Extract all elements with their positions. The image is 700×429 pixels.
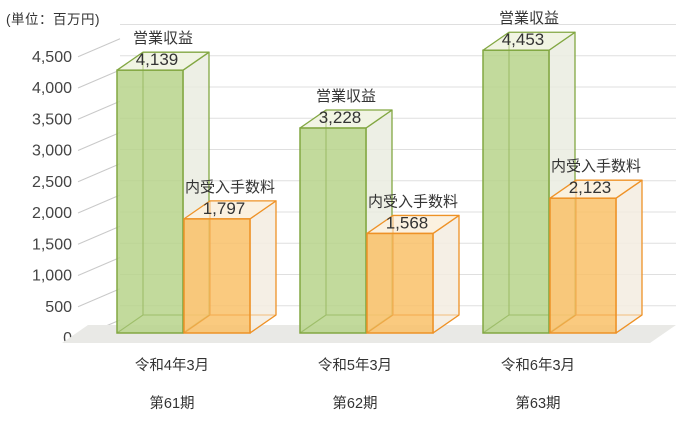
axis-tick [77, 69, 121, 89]
bar-hidden-edges [299, 110, 393, 334]
axis-tick [77, 163, 121, 183]
bar-side-face [249, 200, 277, 334]
bar-hidden-edges [183, 200, 277, 334]
value-label: 4,453 [502, 30, 545, 49]
bar-front-face [299, 127, 367, 334]
series-label: 営業収益 [499, 10, 559, 27]
bar-front-face [482, 49, 550, 334]
y-axis-label: 1,000 [32, 268, 72, 285]
bar-side-face [615, 179, 643, 334]
y-axis-label: 4,000 [32, 80, 72, 97]
bar-hidden-edges [482, 32, 576, 334]
y-axis-label: 500 [45, 299, 72, 316]
unit-label: (単位：百万円) [6, 12, 100, 27]
value-label: 1,568 [386, 213, 429, 232]
category-label-term: 第62期 [332, 394, 377, 412]
y-axis-label: 2,500 [32, 174, 72, 191]
series-label: 内受入手数料 [185, 179, 275, 196]
bar-front-face [549, 197, 617, 334]
series-label: 内受入手数料 [551, 158, 641, 175]
y-axis-label: 2,000 [32, 205, 72, 222]
series-label: 内受入手数料 [368, 193, 458, 210]
axis-tick [77, 288, 121, 308]
y-axis-label: 3,500 [32, 111, 72, 128]
category-label-term: 第61期 [149, 394, 194, 412]
series-label: 営業収益 [316, 88, 376, 105]
value-label: 1,797 [203, 199, 246, 218]
series-label: 営業収益 [133, 30, 193, 47]
bar-front-face [183, 218, 251, 334]
y-axis-label: 0 [63, 330, 72, 347]
axis-tick [77, 225, 121, 245]
category-label-period: 令和5年3月 [318, 357, 392, 374]
bar-front-face [366, 232, 434, 334]
bar-front-face [116, 69, 184, 334]
category-label-period: 令和6年3月 [501, 357, 575, 374]
axis-tick [77, 38, 121, 58]
axis-tick [77, 132, 121, 151]
y-axis-label: 1,500 [32, 236, 72, 253]
y-axis-label: 3,000 [32, 143, 72, 160]
value-label: 2,123 [569, 178, 612, 197]
y-axis-label: 4,500 [32, 49, 72, 66]
value-label: 4,139 [136, 50, 179, 69]
category-label-term: 第63期 [515, 394, 560, 412]
axis-tick [77, 100, 121, 120]
bar-hidden-edges [366, 215, 460, 334]
axis-tick [77, 194, 121, 214]
bar-hidden-edges [549, 180, 643, 334]
axis-tick [77, 257, 121, 276]
category-label-period: 令和4年3月 [135, 357, 209, 374]
value-label: 3,228 [319, 108, 362, 127]
bar-hidden-edges [116, 52, 210, 334]
